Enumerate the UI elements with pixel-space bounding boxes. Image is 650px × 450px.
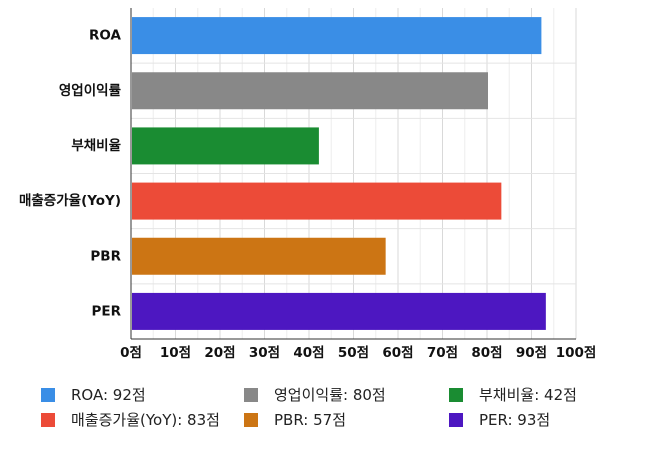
bar	[132, 17, 542, 55]
legend-label: 영업이익률: 80점	[274, 386, 386, 404]
x-tick-label: 50점	[338, 344, 369, 361]
bars	[132, 17, 546, 330]
legend-swatch	[41, 412, 55, 427]
legend-swatch	[449, 387, 463, 402]
legend-swatch	[41, 387, 55, 402]
category-label: ROA	[89, 28, 122, 44]
x-tick-label: 10점	[160, 344, 191, 361]
x-tick-label: 100점	[556, 344, 597, 361]
category-label: PBR	[90, 248, 121, 264]
grid	[130, 8, 577, 340]
legend-label: 부채비율: 42점	[479, 386, 577, 404]
category-label: 영업이익률	[59, 82, 122, 99]
x-tick-labels: 0점 10점 20점 30점 40점 50점 60점 70점 80점 90점 100점	[120, 344, 596, 361]
legend-label: ROA: 92점	[71, 386, 146, 404]
bar	[132, 237, 386, 275]
category-label: PER	[91, 303, 121, 319]
legend-label: PER: 93점	[479, 411, 551, 429]
x-tick-label: 0점	[120, 344, 142, 361]
x-tick-label: 60점	[382, 344, 413, 361]
legend-swatch	[244, 387, 258, 402]
bar	[132, 182, 502, 220]
x-tick-label: 70점	[427, 344, 458, 361]
x-tick-label: 90점	[516, 344, 547, 361]
legend-label: PBR: 57점	[274, 411, 347, 429]
x-tick-label: 80점	[471, 344, 502, 361]
legend-item: 매출증가율(YoY): 83점	[41, 409, 220, 430]
legend-item: 영업이익률: 80점	[244, 384, 386, 405]
legend-label: 매출증가율(YoY): 83점	[71, 411, 220, 429]
x-tick-label: 40점	[293, 344, 324, 361]
legend-item: PER: 93점	[449, 409, 550, 430]
bar	[132, 127, 319, 165]
legend-swatch	[244, 412, 258, 427]
legend-swatch	[449, 412, 463, 427]
legend-item: PBR: 57점	[244, 409, 346, 430]
legend-item: ROA: 92점	[41, 384, 146, 405]
legend-item: 부채비율: 42점	[449, 384, 577, 405]
category-label: 부채비율	[71, 137, 121, 154]
x-tick-label: 20점	[204, 344, 235, 361]
bar	[132, 72, 488, 110]
x-tick-label: 30점	[249, 344, 280, 361]
bar	[132, 292, 546, 330]
category-label: 매출증가율(YoY)	[19, 192, 121, 209]
